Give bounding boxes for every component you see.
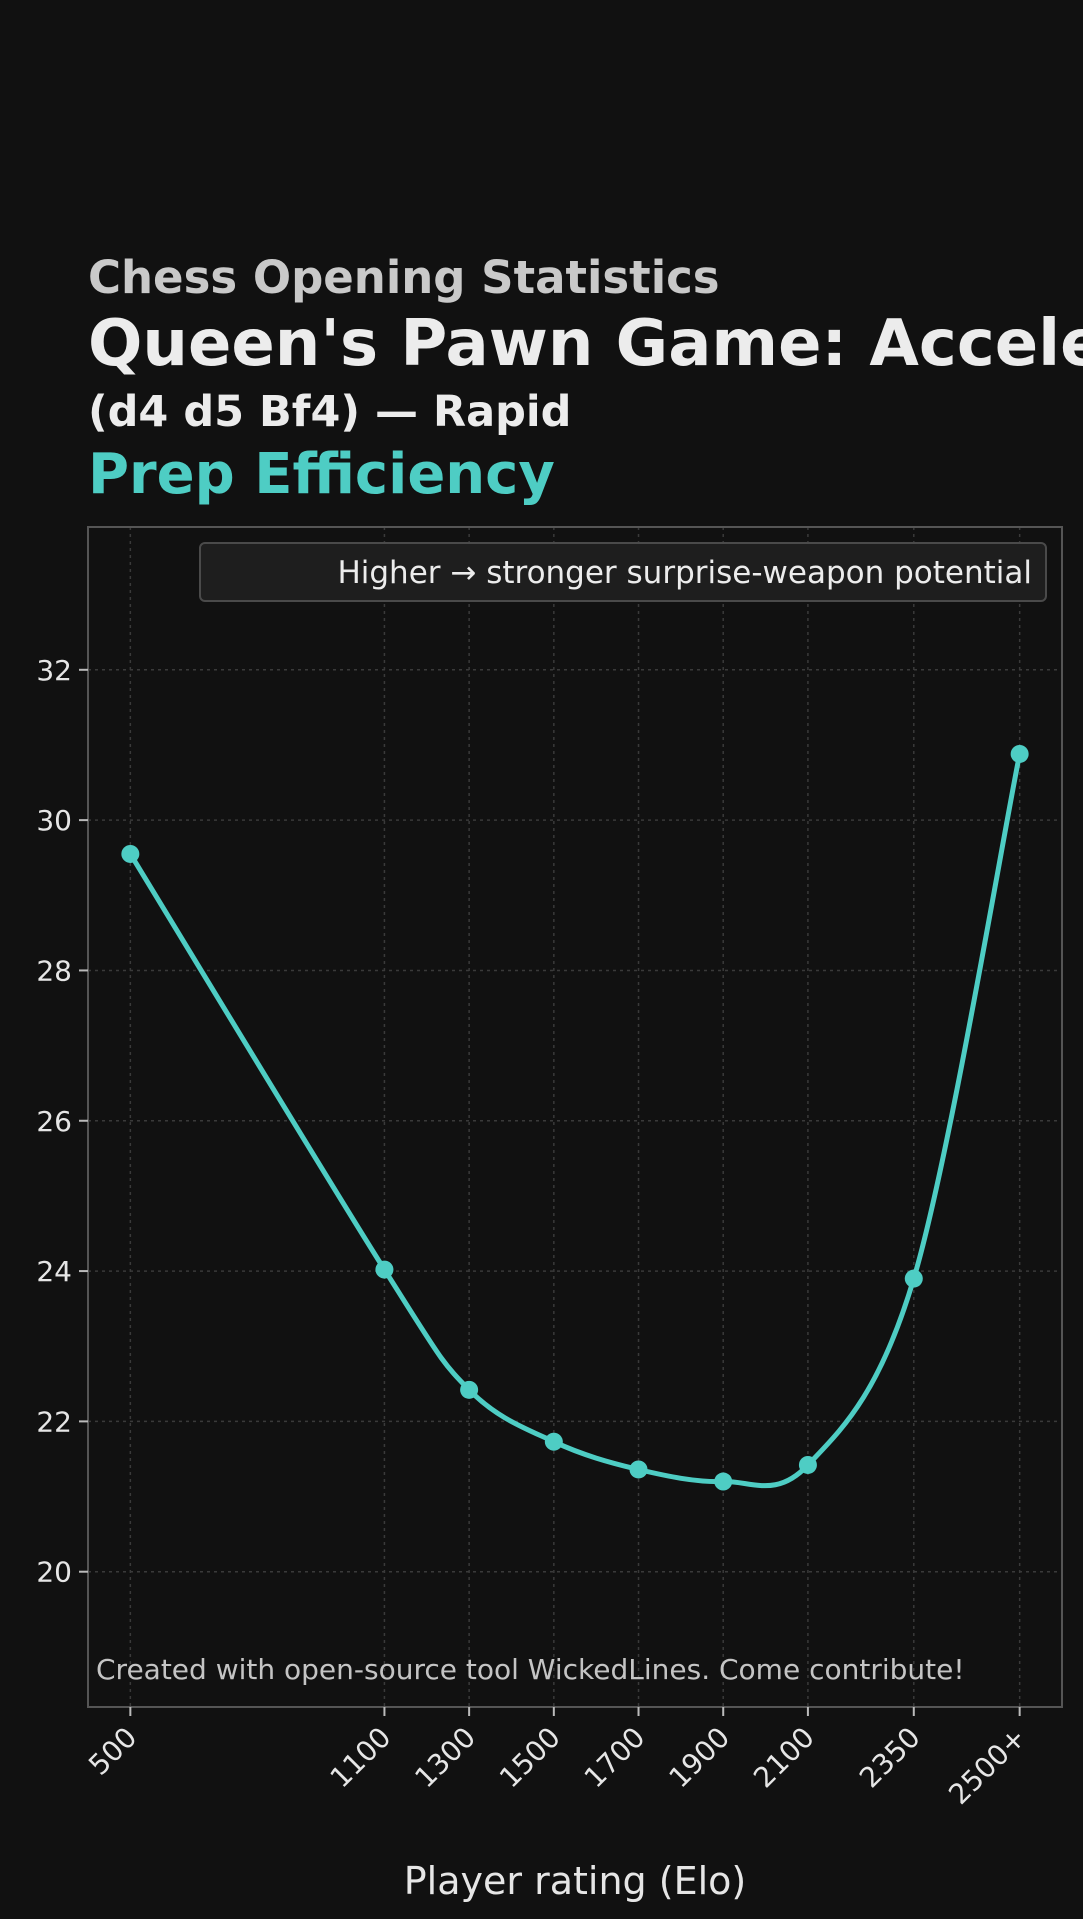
data-point bbox=[714, 1472, 733, 1491]
data-point bbox=[629, 1460, 648, 1479]
data-point bbox=[1010, 744, 1029, 763]
x-axis: 500 1100 1300 1500 1700 1900 2100 2350 2500+ bbox=[82, 1707, 1033, 1811]
x-tick-label: 2500+ bbox=[942, 1721, 1032, 1811]
title-block: Chess Opening Statistics Queen's Pawn Ga… bbox=[88, 246, 1083, 510]
x-tick-label: 1100 bbox=[324, 1721, 398, 1795]
series-line bbox=[128, 753, 1023, 1489]
y-tick-label: 24 bbox=[36, 1255, 72, 1288]
legend-box bbox=[199, 542, 1047, 602]
legend: Higher → stronger surprise-weapon potent… bbox=[199, 542, 1047, 602]
y-tick-label: 32 bbox=[36, 654, 72, 687]
y-tick-label: 28 bbox=[36, 954, 72, 987]
x-axis-label: Player rating (Elo) bbox=[404, 1859, 746, 1903]
chart-title: Queen's Pawn Game: Accelerated London Sy… bbox=[88, 307, 1083, 381]
data-point bbox=[375, 1260, 394, 1279]
chart-subtitle: (d4 d5 Bf4) — Rapid bbox=[88, 387, 572, 437]
data-point bbox=[460, 1380, 479, 1399]
y-axis: 20 22 24 26 28 30 32 bbox=[36, 654, 88, 1589]
y-tick-label: 20 bbox=[36, 1556, 72, 1589]
data-point bbox=[121, 844, 140, 863]
x-tick-label: 1900 bbox=[662, 1721, 736, 1795]
data-point bbox=[798, 1455, 817, 1474]
legend-text: Higher → stronger surprise-weapon potent… bbox=[337, 555, 1032, 591]
metric-title: Prep Efficiency bbox=[88, 442, 555, 507]
y-tick-label: 26 bbox=[36, 1105, 72, 1138]
x-tick-label: 1500 bbox=[493, 1721, 567, 1795]
data-points bbox=[121, 744, 1029, 1491]
x-tick-label: 1700 bbox=[578, 1721, 652, 1795]
data-point bbox=[904, 1269, 923, 1288]
y-tick-label: 22 bbox=[36, 1405, 72, 1438]
chart-kicker: Chess Opening Statistics bbox=[88, 251, 720, 304]
grid bbox=[88, 527, 1062, 1707]
credit-text: Created with open-source tool WickedLine… bbox=[96, 1653, 965, 1686]
x-tick-label: 2100 bbox=[747, 1721, 821, 1795]
y-tick-label: 30 bbox=[36, 804, 72, 837]
plot-frame bbox=[87, 526, 1063, 1708]
x-tick-label: 500 bbox=[82, 1721, 143, 1782]
x-tick-label: 2350 bbox=[853, 1721, 927, 1795]
x-tick-label: 1300 bbox=[408, 1721, 482, 1795]
data-point bbox=[544, 1432, 563, 1451]
